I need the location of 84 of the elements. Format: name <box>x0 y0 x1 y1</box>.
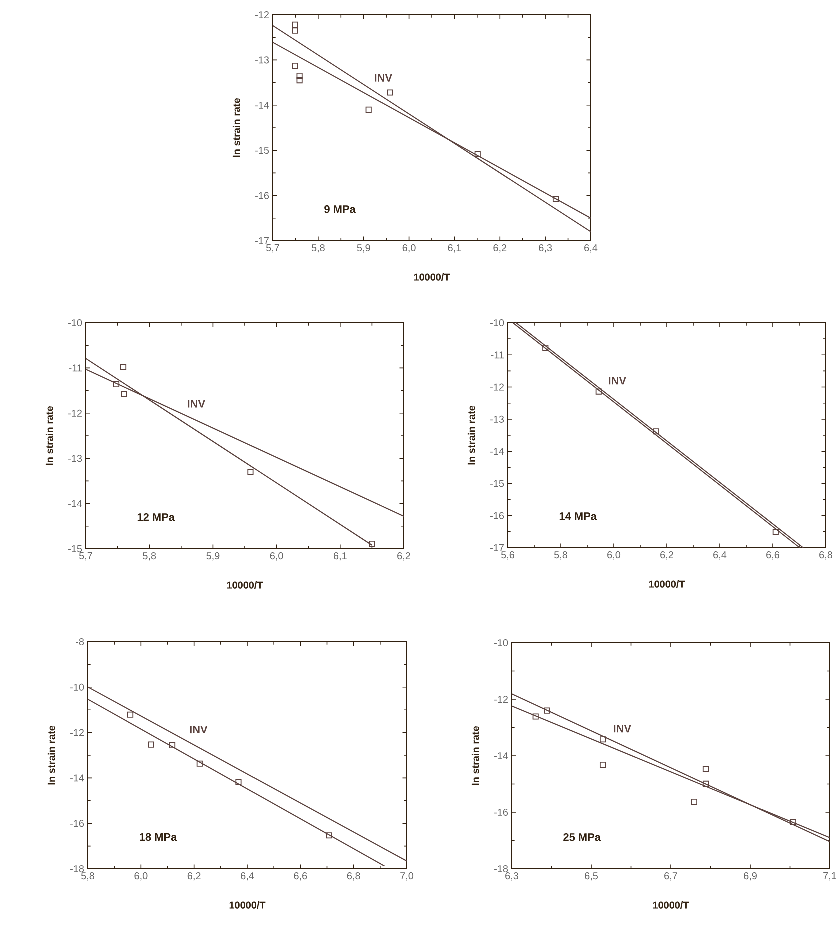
y-tick-label: -14 <box>68 500 82 508</box>
x-tick-label: 6,7 <box>664 872 678 881</box>
y-tick-label: -11 <box>69 364 82 372</box>
y-tick-label: -18 <box>494 865 508 873</box>
y-axis-title: ln strain rate <box>472 726 480 786</box>
annotation: 25 MPa <box>563 833 601 842</box>
y-tick-label: -16 <box>255 192 269 200</box>
y-tick-label: -13 <box>68 455 82 462</box>
annotation: 18 MPa <box>140 833 178 842</box>
x-tick-label: 7,1 <box>823 872 836 881</box>
y-tick-label: -14 <box>70 774 84 782</box>
x-tick-label: 6,6 <box>294 872 308 881</box>
y-tick-label: -14 <box>490 448 504 455</box>
y-tick-label: -15 <box>68 546 82 552</box>
x-tick-label: 6,4 <box>584 244 598 253</box>
x-tick-label: 6,2 <box>660 552 674 560</box>
x-tick-label: 5,8 <box>81 872 94 881</box>
x-axis-title: 10000/T <box>649 580 686 588</box>
y-tick-label: -12 <box>68 410 82 417</box>
y-tick-label: -16 <box>494 808 508 816</box>
x-axis-title: 10000/T <box>227 582 264 589</box>
x-tick-label: 6,6 <box>766 552 780 560</box>
x-axis-title: 10000/T <box>414 274 450 281</box>
series-label: INV <box>190 726 208 734</box>
x-tick-label: 5,9 <box>357 244 370 253</box>
y-tick-label: -17 <box>490 544 504 552</box>
x-tick-label: 6,2 <box>494 244 506 253</box>
x-axis-title: 10000/T <box>230 902 266 909</box>
y-tick-label: -10 <box>68 319 82 327</box>
y-tick-label: -15 <box>255 147 269 154</box>
x-tick-label: 5,7 <box>266 244 280 253</box>
y-tick-label: -12 <box>70 729 84 736</box>
y-axis-title: ln strain rate <box>232 98 240 158</box>
series-label: INV <box>614 725 632 733</box>
y-tick-label: -17 <box>255 238 269 244</box>
x-tick-label: 6,0 <box>134 872 148 881</box>
x-tick-label: 5,8 <box>554 552 568 560</box>
x-tick-label: 6,4 <box>713 552 727 560</box>
series-label: INV <box>374 74 392 82</box>
series-label: INV <box>188 400 206 408</box>
x-tick-label: 6,5 <box>584 872 598 881</box>
y-tick-label: -13 <box>490 416 504 423</box>
x-tick-label: 6,3 <box>505 872 518 881</box>
x-tick-label: 6,0 <box>402 244 416 253</box>
y-axis-title: ln strain rate <box>48 726 56 785</box>
x-tick-label: 6,0 <box>270 552 284 561</box>
annotation: 9 MPa <box>324 205 356 214</box>
y-tick-label: -12 <box>255 12 269 18</box>
x-axis-title: 10000/T <box>653 902 690 909</box>
y-tick-label: -16 <box>490 512 504 520</box>
x-tick-label: 6,4 <box>240 872 254 881</box>
y-tick-label: -8 <box>76 638 84 646</box>
x-tick-label: 6,8 <box>347 872 360 881</box>
x-tick-label: 6,3 <box>539 244 552 253</box>
series-label: INV <box>608 377 626 385</box>
y-tick-label: -10 <box>490 319 504 327</box>
x-tick-label: 5,9 <box>206 552 220 561</box>
x-tick-label: 5,6 <box>501 552 514 560</box>
x-tick-label: 6,8 <box>819 552 832 560</box>
y-tick-label: -13 <box>255 56 269 64</box>
y-tick-label: -10 <box>70 684 84 691</box>
x-tick-label: 6,2 <box>188 872 201 881</box>
y-tick-label: -16 <box>70 820 84 828</box>
y-tick-label: -12 <box>490 384 504 391</box>
y-tick-label: -15 <box>490 480 504 488</box>
y-tick-label: -10 <box>494 639 508 647</box>
x-tick-label: 6,1 <box>448 244 462 253</box>
x-tick-label: 6,9 <box>744 872 757 881</box>
x-tick-label: 6,1 <box>334 552 347 561</box>
x-tick-label: 7,0 <box>400 872 414 881</box>
y-tick-label: -11 <box>491 352 504 359</box>
y-tick-label: -14 <box>255 102 270 109</box>
x-tick-label: 5,7 <box>79 552 92 561</box>
x-tick-label: 6,0 <box>607 552 620 560</box>
x-tick-label: 5,8 <box>142 552 156 561</box>
y-axis-title: ln strain rate <box>468 406 476 465</box>
y-tick-label: -14 <box>494 752 508 760</box>
x-tick-label: 5,8 <box>312 244 325 253</box>
y-tick-label: -12 <box>494 696 508 703</box>
y-axis-title: ln strain rate <box>46 406 54 466</box>
x-tick-label: 6,2 <box>397 552 410 561</box>
y-tick-label: -18 <box>70 865 84 873</box>
annotation: 12 MPa <box>138 513 175 522</box>
annotation: 14 MPa <box>560 512 597 520</box>
